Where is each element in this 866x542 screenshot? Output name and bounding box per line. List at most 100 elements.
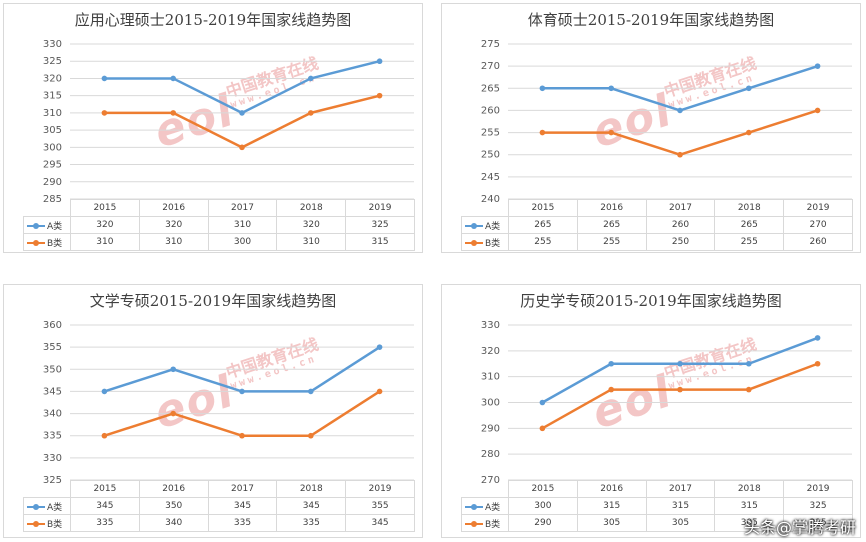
table-value-cell: 315 <box>783 514 853 532</box>
data-point <box>376 388 383 395</box>
y-tick-label: 330 <box>481 320 500 331</box>
table-value-cell: 315 <box>645 497 716 515</box>
data-point <box>376 92 383 99</box>
legend-line-marker <box>465 223 483 229</box>
data-point <box>101 75 108 82</box>
data-point <box>746 360 752 367</box>
legend-line-marker <box>465 240 483 246</box>
table-value-cell: 265 <box>714 216 785 234</box>
legend-series-name: B类 <box>485 238 501 249</box>
data-point <box>746 129 752 136</box>
x-category-label: 2017 <box>207 480 278 498</box>
x-category-label: 2018 <box>276 480 347 498</box>
table-header-row: 2015 2016 2017 2018 2019 <box>23 199 415 217</box>
y-tick-label: 305 <box>43 125 62 136</box>
table-value-cell: 315 <box>576 497 647 515</box>
data-point <box>170 366 176 373</box>
data-point <box>814 335 821 341</box>
data-table: 2015 2016 2017 2018 2019 A类 345 350 345 345 355 B类 3… <box>23 480 415 532</box>
data-point <box>814 107 821 114</box>
data-point <box>746 386 752 393</box>
table-value-cell: 335 <box>276 514 347 532</box>
y-tick-label: 310 <box>481 372 500 383</box>
data-point <box>239 144 245 151</box>
table-value-cell: 345 <box>276 497 347 515</box>
x-category-label: 2015 <box>508 480 578 498</box>
table-value-cell: 260 <box>645 216 716 234</box>
table-value-cell: 305 <box>645 514 716 532</box>
y-tick-label: 320 <box>481 346 500 357</box>
data-point <box>101 432 108 439</box>
table-corner-cell <box>23 199 71 217</box>
table-value-cell: 260 <box>783 233 853 251</box>
table-row: A类 265 265 260 265 270 <box>461 216 853 234</box>
x-category-label: 2015 <box>70 199 140 217</box>
data-point <box>308 388 314 395</box>
data-point <box>101 110 108 116</box>
table-value-cell: 315 <box>345 233 415 251</box>
table-value-cell: 350 <box>138 497 209 515</box>
x-category-label: 2016 <box>576 199 647 217</box>
data-point <box>539 425 546 432</box>
table-value-cell: 335 <box>207 514 278 532</box>
y-tick-label: 265 <box>481 83 500 94</box>
table-value-cell: 255 <box>508 233 578 251</box>
series-line-b <box>541 362 819 430</box>
table-value-cell: 325 <box>345 216 415 234</box>
data-point <box>814 360 821 367</box>
legend-cell: A类 <box>23 216 71 234</box>
table-value-cell: 310 <box>207 216 278 234</box>
table-value-cell: 340 <box>138 514 209 532</box>
table-value-cell: 310 <box>138 233 209 251</box>
y-tick-label: 280 <box>481 449 500 460</box>
table-value-cell: 325 <box>783 497 853 515</box>
legend-series-name: A类 <box>485 221 501 232</box>
x-category-label: 2018 <box>714 480 785 498</box>
data-point <box>608 386 614 393</box>
legend-cell: A类 <box>461 216 509 234</box>
y-tick-label: 250 <box>481 150 500 161</box>
legend-series-name: B类 <box>47 238 63 249</box>
x-category-label: 2019 <box>345 480 415 498</box>
legend-cell: A类 <box>23 497 71 515</box>
table-value-cell: 345 <box>207 497 278 515</box>
chart-panel-2: 体育硕士2015-2019年国家线趋势图 eol 中国教育在线 www.eol.cn 2… <box>441 3 861 253</box>
chart-panel-3: 文学专硕2015-2019年国家线趋势图 eol 中国教育在线 www.eol.cn 3… <box>3 284 423 538</box>
y-tick-label: 290 <box>43 177 62 188</box>
data-point <box>239 432 245 439</box>
data-point <box>539 399 546 406</box>
chart-title: 文学专硕2015-2019年国家线趋势图 <box>89 292 337 310</box>
legend-cell: B类 <box>23 514 71 532</box>
data-point <box>608 85 614 92</box>
legend-cell: B类 <box>461 514 509 532</box>
table-row: A类 300 315 315 315 325 <box>461 497 853 515</box>
data-point <box>746 85 752 92</box>
y-tick-label: 325 <box>43 56 62 67</box>
table-row: B类 335 340 335 335 345 <box>23 514 415 532</box>
y-tick-label: 270 <box>481 61 500 72</box>
table-value-cell: 255 <box>714 233 785 251</box>
series-line-b <box>104 94 380 149</box>
x-category-label: 2018 <box>276 199 347 217</box>
y-tick-label: 330 <box>43 39 62 50</box>
data-point <box>308 110 314 116</box>
legend-line-marker <box>27 504 45 510</box>
table-corner-cell <box>461 480 509 498</box>
y-tick-label: 360 <box>43 320 62 331</box>
y-tick-label: 245 <box>481 172 500 183</box>
x-category-label: 2015 <box>508 199 578 217</box>
table-value-cell: 305 <box>576 514 647 532</box>
table-row: B类 310 310 300 310 315 <box>23 233 415 251</box>
y-tick-label: 345 <box>43 386 62 397</box>
x-category-label: 2015 <box>70 480 140 498</box>
y-tick-label: 310 <box>43 108 62 119</box>
chart-panel-4: 历史学专硕2015-2019年国家线趋势图 eol 中国教育在线 www.eol.cn… <box>441 284 861 538</box>
legend-series-name: B类 <box>47 519 63 530</box>
x-category-label: 2019 <box>345 199 415 217</box>
legend-line-marker <box>27 521 45 527</box>
legend-cell: B类 <box>23 233 71 251</box>
table-value-cell: 345 <box>70 497 140 515</box>
legend-series-name: A类 <box>47 502 63 513</box>
table-value-cell: 265 <box>576 216 647 234</box>
table-value-cell: 305 <box>714 514 785 532</box>
